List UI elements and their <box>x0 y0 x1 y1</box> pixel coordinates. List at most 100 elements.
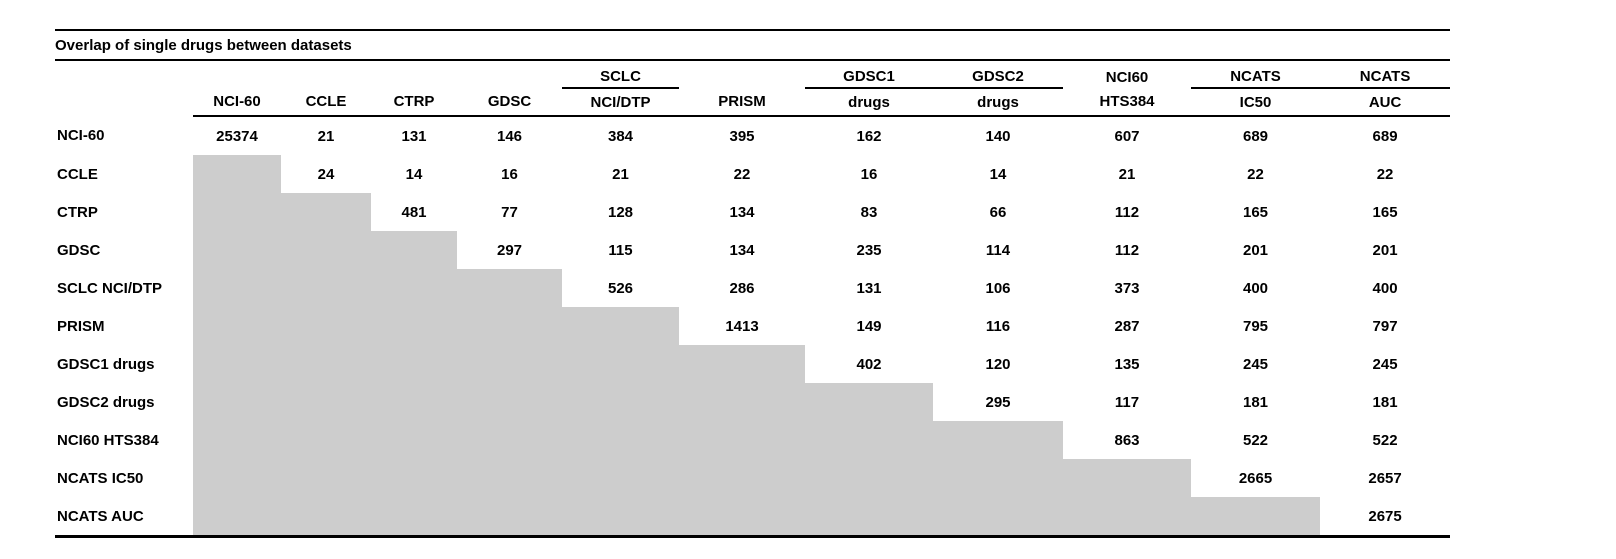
shaded-cell <box>371 345 457 383</box>
value-cell: 689 <box>1242 127 1269 145</box>
row-label: NCI-60 <box>57 127 105 144</box>
value-cell: 83 <box>860 203 878 221</box>
shaded-cell <box>562 345 679 383</box>
shaded-cell <box>371 307 457 345</box>
table-row: CTRP 481 77 128 134 83 66 112 165 165 <box>55 193 1450 231</box>
value-cell: 2657 <box>1368 469 1402 487</box>
row-label: NCATS IC50 <box>57 469 144 487</box>
column-header: NCI/DTP <box>562 88 679 117</box>
shaded-cell <box>562 459 679 497</box>
row-label: SCLC NCI/DTP <box>57 279 162 297</box>
shaded-cell <box>371 421 457 459</box>
value-cell: 689 <box>1372 127 1398 145</box>
shaded-cell <box>805 383 933 421</box>
corner-cell <box>55 88 193 116</box>
value-cell: 140 <box>985 127 1011 145</box>
shaded-cell <box>679 383 805 421</box>
value-cell: 14 <box>989 165 1007 183</box>
value-cell: 181 <box>1372 393 1398 411</box>
column-header-row: NCI-60 CCLE CTRP GDSC NCI/DTP PRISM drug… <box>55 88 1451 117</box>
shaded-cell <box>679 497 805 538</box>
group-label-nci60: NCI60 <box>1105 69 1149 86</box>
value-cell: 245 <box>1242 355 1269 373</box>
table-row: NCI-60 25374 21 131 146 384 395 162 140 607 689 689 <box>55 116 1450 155</box>
value-cell: 522 <box>1242 431 1269 449</box>
shaded-cell <box>371 383 457 421</box>
shaded-cell <box>457 307 562 345</box>
value-cell: 481 <box>401 203 427 221</box>
row-label: CTRP <box>57 203 98 221</box>
value-cell: 135 <box>1114 355 1140 373</box>
row-label: PRISM <box>57 317 105 335</box>
value-cell: 21 <box>1118 165 1136 183</box>
column-header: CTRP <box>371 88 457 117</box>
table-row: NCATS IC50 2665 2657 <box>55 459 1450 497</box>
shaded-cell <box>457 459 562 497</box>
shaded-cell <box>457 497 562 538</box>
value-cell: 16 <box>860 165 878 183</box>
value-cell: 201 <box>1372 241 1398 259</box>
shaded-cell <box>281 497 371 538</box>
value-cell: 112 <box>1114 241 1140 259</box>
value-cell: 235 <box>856 241 882 259</box>
value-cell: 25374 <box>216 127 258 145</box>
shaded-cell <box>371 497 457 538</box>
table-row: NCATS AUC 2675 <box>55 497 1451 538</box>
value-cell: 112 <box>1114 203 1140 221</box>
shaded-cell <box>562 307 679 345</box>
shaded-cell <box>805 497 933 538</box>
shaded-cell <box>193 383 281 421</box>
column-header: GDSC <box>457 88 562 117</box>
shaded-cell <box>281 459 371 497</box>
value-cell: 24 <box>317 165 335 183</box>
value-cell: 131 <box>856 279 882 297</box>
row-label: GDSC <box>57 241 101 259</box>
shaded-cell <box>281 421 371 459</box>
shaded-cell <box>933 497 1063 538</box>
shaded-cell <box>371 231 457 269</box>
shaded-cell <box>193 231 281 269</box>
shaded-cell <box>805 459 933 497</box>
title-row: Overlap of single drugs between datasets <box>55 29 1451 61</box>
table-row: CCLE 24 14 16 21 22 16 14 21 22 22 <box>55 155 1450 193</box>
shaded-cell <box>281 307 371 345</box>
column-header: IC50 <box>1191 88 1320 117</box>
group-label <box>679 60 805 88</box>
value-cell: 22 <box>1247 165 1264 183</box>
value-cell: 165 <box>1242 203 1269 221</box>
column-header: drugs <box>805 88 933 117</box>
shaded-cell <box>562 383 679 421</box>
value-cell: 181 <box>1242 393 1269 411</box>
shaded-cell <box>371 269 457 307</box>
value-cell: 106 <box>985 279 1011 297</box>
column-group-row: SCLC GDSC1 GDSC2 NCI60 NCATS NCATS <box>55 60 1451 89</box>
shaded-cell <box>1191 497 1320 538</box>
shaded-cell <box>679 459 805 497</box>
value-cell: 162 <box>856 127 882 145</box>
shaded-cell <box>805 421 933 459</box>
value-cell: 297 <box>496 241 523 259</box>
value-cell: 402 <box>856 355 882 373</box>
value-cell: 1413 <box>725 317 759 335</box>
row-label: NCI60 HTS384 <box>57 431 159 449</box>
shaded-cell <box>933 421 1063 459</box>
shaded-cell <box>281 383 371 421</box>
shaded-cell <box>193 307 281 345</box>
shaded-cell <box>1063 459 1191 497</box>
value-cell: 134 <box>729 203 755 221</box>
table-row: NCI60 HTS384 863 522 522 <box>55 421 1450 459</box>
value-cell: 134 <box>729 241 755 259</box>
value-cell: 522 <box>1372 431 1398 449</box>
value-cell: 165 <box>1372 203 1398 221</box>
shaded-cell <box>371 459 457 497</box>
group-label-gdsc2: GDSC2 <box>933 60 1063 89</box>
value-cell: 2665 <box>1238 469 1273 487</box>
value-cell: 128 <box>607 203 634 221</box>
shaded-cell <box>1063 497 1191 538</box>
value-cell: 149 <box>856 317 882 335</box>
value-cell: 116 <box>985 317 1011 335</box>
shaded-cell <box>193 421 281 459</box>
value-cell: 795 <box>1242 317 1269 335</box>
shaded-cell <box>281 269 371 307</box>
